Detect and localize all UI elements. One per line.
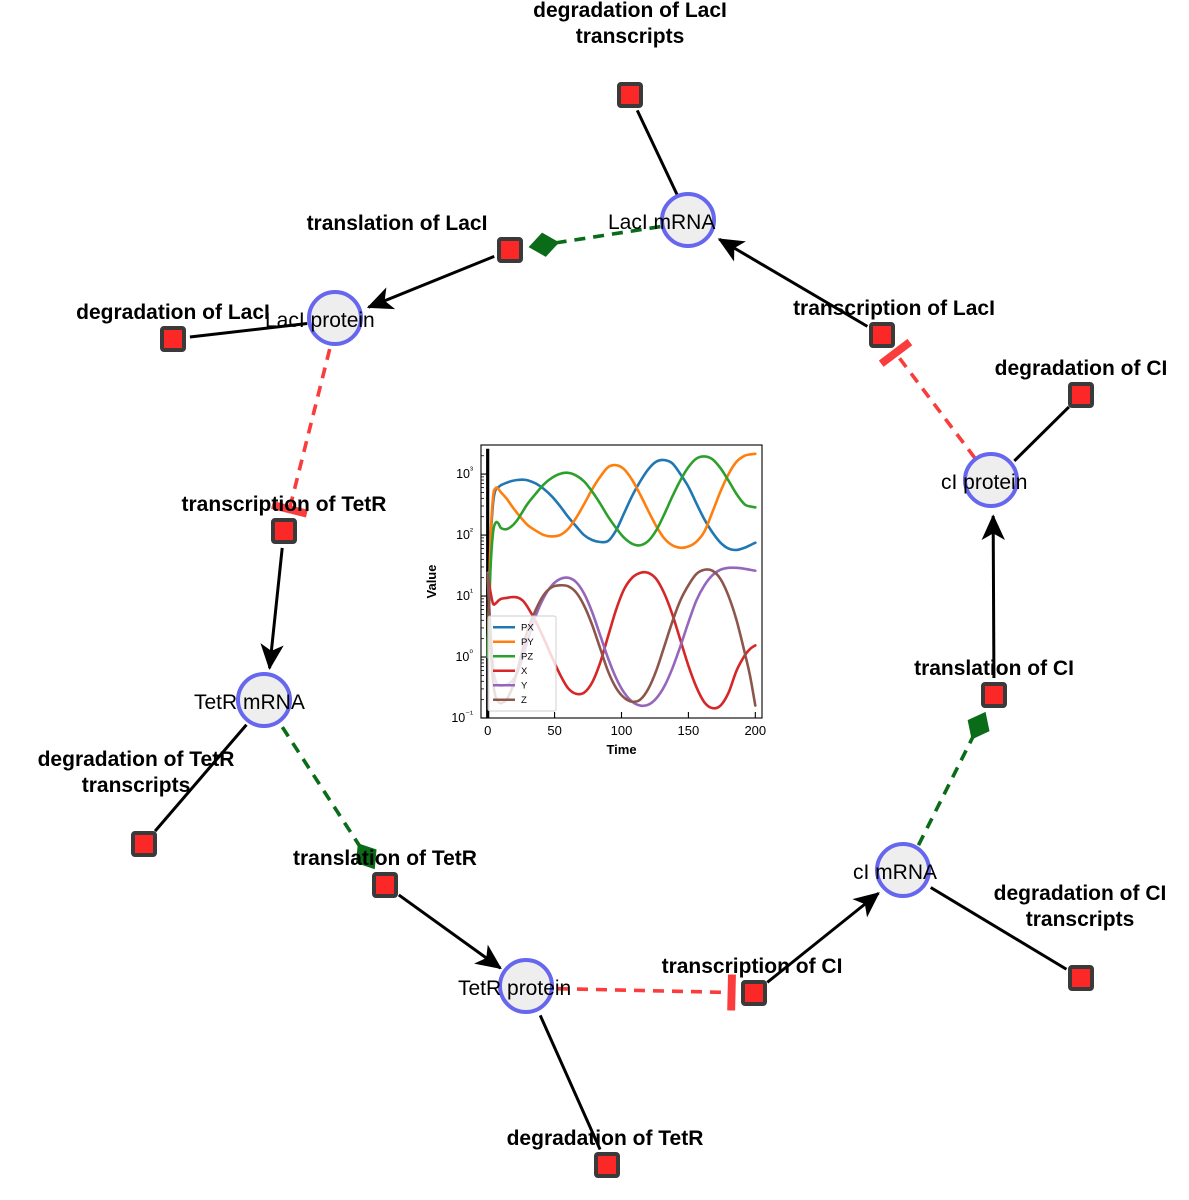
edge-reactant [1013,405,1070,462]
x-axis-label: Time [606,742,636,756]
edge-product [717,237,869,328]
y-axis-label: Value [424,565,439,599]
species-label-ci-mrna: cI mRNA [853,861,937,884]
legend-label-PZ: PZ [521,652,533,663]
edge-inhibition [557,974,736,1011]
reaction-node-transl-tetr[interactable] [372,872,398,898]
reaction-node-deg-laci[interactable] [160,326,186,352]
chart-legend: PX PY PZ XYZ [487,615,557,712]
species-label-tetr-mrna: TetR mRNA [194,691,305,714]
reaction-node-transcr-ci[interactable] [741,980,767,1006]
edge-catalysis [916,711,990,847]
edge-reactant [635,109,679,196]
species-label-laci-mrna: LacI mRNA [608,211,716,234]
edge-reactant [538,1014,602,1151]
legend-label-PX: PX [521,623,534,634]
series-line-PZ [486,455,757,659]
species-label-laci-prot: LacI protein [265,309,375,332]
reaction-node-deg-ci[interactable] [1068,382,1094,408]
reaction-node-transl-ci[interactable] [981,682,1007,708]
reaction-node-transcr-tetr[interactable] [271,518,297,544]
edge-product [981,514,1005,679]
legend-label-X: X [521,666,528,677]
species-label-ci-prot: cI protein [941,471,1028,494]
edge-catalysis [528,224,661,257]
edge-product [397,893,502,970]
reaction-node-deg-tetr-tx[interactable] [131,831,157,857]
simulation-plot-inset: 10⁻¹ 10⁰ 10¹ 10² 10³ 0 50 100 150 200 Time Value PX P… [418,436,770,757]
series-group [486,452,757,710]
edge-product [366,254,495,310]
edge-reactant [153,723,248,833]
species-node-tetr-prot[interactable] [498,958,554,1014]
species-label-tetr-prot: TetR protein [458,977,572,1000]
reaction-node-deg-ci-tx[interactable] [1068,965,1094,991]
y-tick-label: 10⁻¹ [451,709,473,725]
y-tick-label: 10¹ [456,587,473,603]
edge-layer [153,109,1070,1151]
edge-reactant [189,321,308,339]
edge-inhibition [271,348,332,518]
y-tick-label: 10⁰ [455,648,473,664]
edge-product [766,892,880,984]
edge-product [260,547,284,670]
legend-box [487,615,557,712]
species-node-laci-mrna[interactable] [660,192,716,248]
legend-label-Z: Z [521,695,527,706]
reaction-node-transcr-laci[interactable] [869,322,895,348]
legend-label-Y: Y [521,681,528,692]
y-tick-label: 10² [456,526,473,542]
edge-reactant [929,886,1068,971]
y-tick-label: 10³ [456,465,473,481]
edge-catalysis [280,726,377,870]
species-node-ci-mrna[interactable] [875,842,931,898]
series-line-PY [486,452,757,659]
edge-inhibition [878,338,977,460]
legend-label-PY: PY [521,637,534,648]
x-tick-label: 0 [484,723,491,738]
x-tick-label: 200 [744,723,766,738]
reaction-node-transl-laci[interactable] [497,237,523,263]
x-tick-label: 150 [678,723,700,738]
x-tick-label: 100 [611,723,633,738]
reaction-node-deg-tetr[interactable] [594,1152,620,1178]
reaction-node-deg-laci-tx[interactable] [617,82,643,108]
species-node-ci-prot[interactable] [963,452,1019,508]
species-node-tetr-mrna[interactable] [236,672,292,728]
x-tick-label: 50 [547,723,561,738]
species-node-laci-prot[interactable] [307,290,363,346]
